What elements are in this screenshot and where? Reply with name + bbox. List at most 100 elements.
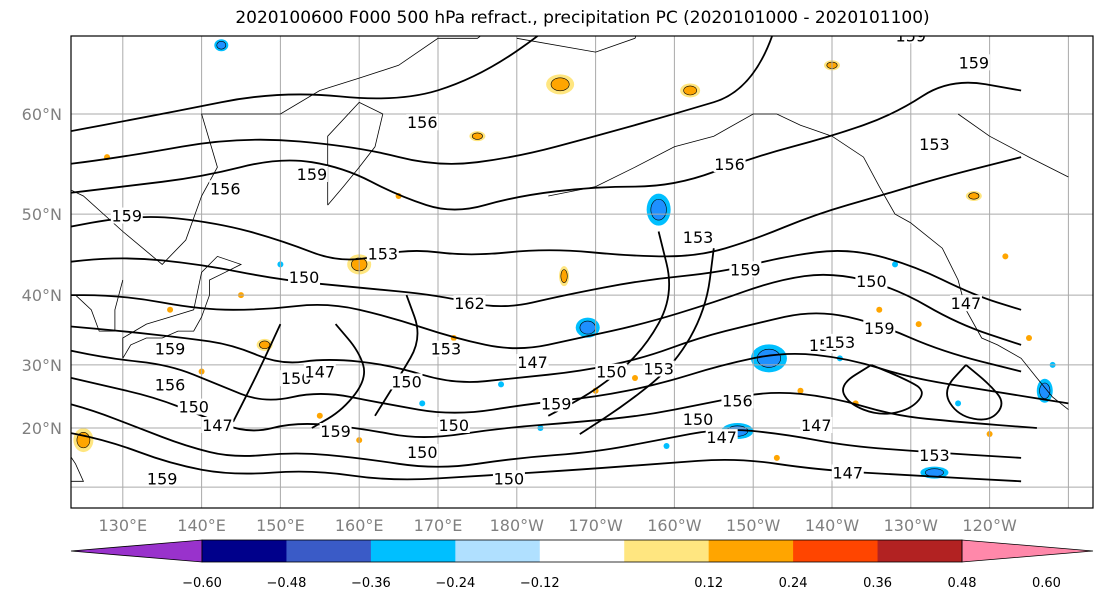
longitude-label: 160°W: [647, 516, 702, 535]
coastline-path: [75, 279, 124, 332]
contour-label: 159: [959, 53, 990, 72]
contour-label: 156: [210, 179, 241, 198]
contour-label-background: [209, 180, 242, 197]
contour-label-background: [390, 373, 423, 390]
refractivity-contour: [71, 250, 1022, 311]
contour-label-background: [918, 135, 951, 152]
refractivity-contour: [311, 323, 366, 429]
contour-label-background: [429, 340, 462, 357]
colorbar-tick-label: −0.48: [267, 576, 307, 591]
coastline-path: [957, 113, 1069, 178]
contour-label: 147: [706, 428, 737, 447]
colorbar-tick-label: 0.24: [779, 576, 808, 591]
longitude-label: 140°E: [177, 516, 226, 535]
precipitation-speck: [915, 321, 922, 328]
precipitation-speck: [316, 412, 323, 419]
contour-label-background: [516, 353, 549, 370]
longitude-label: 120°W: [962, 516, 1017, 535]
contour-label: 159: [864, 319, 895, 338]
refractivity-contour: [71, 432, 1022, 483]
contour-label: 147: [517, 353, 548, 372]
contour-label: 150: [856, 272, 887, 291]
latitude-labels: 60°N 50°N 40°N 30°N 20°N: [22, 105, 62, 438]
contour-label: 150: [407, 443, 438, 462]
coastline-path: [548, 113, 911, 224]
precipitation-speck: [419, 400, 426, 407]
contour-label: 150: [391, 372, 422, 391]
precipitation-speck: [797, 387, 804, 394]
contour-label-background: [957, 54, 990, 71]
colorbar-labels: −0.60 −0.48 −0.36 −0.24 −0.12 0.12 0.24 0.36 0.4…: [182, 576, 1061, 591]
contour-label-background: [721, 392, 754, 409]
precipitation-core: [550, 77, 570, 92]
refractivity-contour: [71, 376, 1037, 438]
contour-label-background: [492, 470, 525, 487]
longitude-label: 170°W: [568, 516, 623, 535]
colorbar-segment: [202, 540, 287, 562]
contour-label: 147: [951, 294, 982, 313]
coastline-path: [910, 222, 1069, 410]
coastline-path: [71, 36, 482, 265]
longitude-label: 140°W: [805, 516, 860, 535]
longitude-label: 160°E: [335, 516, 384, 535]
contour-label: 159: [896, 26, 927, 45]
contour-label: 159: [147, 469, 178, 488]
refractivity-contours: [71, 36, 1069, 483]
contour-label: 147: [202, 416, 233, 435]
contour-label: 156: [407, 113, 438, 132]
contour-label-background: [540, 395, 573, 412]
colorbar-tick-label: −0.36: [351, 576, 391, 591]
contour-label: 153: [368, 244, 399, 263]
precipitation-speck: [632, 374, 638, 381]
contour-label-background: [855, 272, 888, 289]
longitude-label: 130°W: [884, 516, 939, 535]
refractivity-contour: [71, 156, 1022, 261]
contour-label-background: [366, 245, 399, 262]
map-title: 2020100600 F000 500 hPa refract., precip…: [235, 8, 930, 28]
contour-label: 156: [155, 376, 186, 395]
coastline-path: [122, 255, 243, 359]
contour-label: 159: [320, 422, 351, 441]
precipitation-speck: [1026, 335, 1032, 342]
contour-label-background: [406, 443, 439, 460]
contour-label-background: [705, 429, 738, 446]
contour-label-background: [201, 417, 234, 433]
contour-label-background: [713, 156, 746, 173]
contour-label-background: [595, 363, 628, 380]
precipitation-speck: [498, 381, 505, 388]
longitude-label: 150°E: [256, 516, 305, 535]
colorbar-frame: [201, 539, 963, 563]
colorbar-tick-label: −0.60: [182, 576, 222, 591]
contour-label: 150: [438, 416, 469, 435]
coastline-path: [327, 101, 384, 206]
colorbar-segment: [624, 540, 710, 562]
contour-label: 153: [683, 228, 714, 247]
colorbar-extension-low: [70, 539, 203, 563]
colorbar-tick-label: 0.48: [948, 576, 977, 591]
contour-label: 150: [281, 369, 312, 388]
contour-label: 162: [517, 0, 548, 1]
colorbar-segment: [793, 540, 879, 562]
contour-label-background: [729, 261, 762, 278]
precipitation-speck: [892, 261, 899, 268]
contour-label: 156: [722, 391, 753, 410]
refractivity-contour: [71, 81, 1022, 211]
colorbar-tick-label: −0.24: [435, 576, 475, 591]
contour-label-background: [288, 268, 321, 285]
contour-label-background: [110, 207, 143, 224]
contour-label-background: [682, 228, 715, 245]
contour-label: 153: [919, 446, 950, 465]
precipitation-speck: [955, 400, 962, 407]
map-plot-area: 162 156 159 156 159 156 153 159 153 159 159 150 153 1…: [71, 0, 1093, 508]
latitude-label: 50°N: [22, 205, 62, 224]
contour-label: 153: [431, 340, 462, 359]
contour-label-background: [642, 360, 675, 377]
contour-label-background: [146, 470, 179, 487]
precipitation-core: [216, 41, 227, 50]
precipitation-speck: [773, 454, 780, 461]
precipitation-core: [579, 320, 596, 335]
precipitation-core: [968, 192, 980, 200]
contour-label-background: [823, 333, 856, 350]
contour-label: 159: [111, 207, 142, 226]
contour-label: 156: [714, 155, 745, 174]
